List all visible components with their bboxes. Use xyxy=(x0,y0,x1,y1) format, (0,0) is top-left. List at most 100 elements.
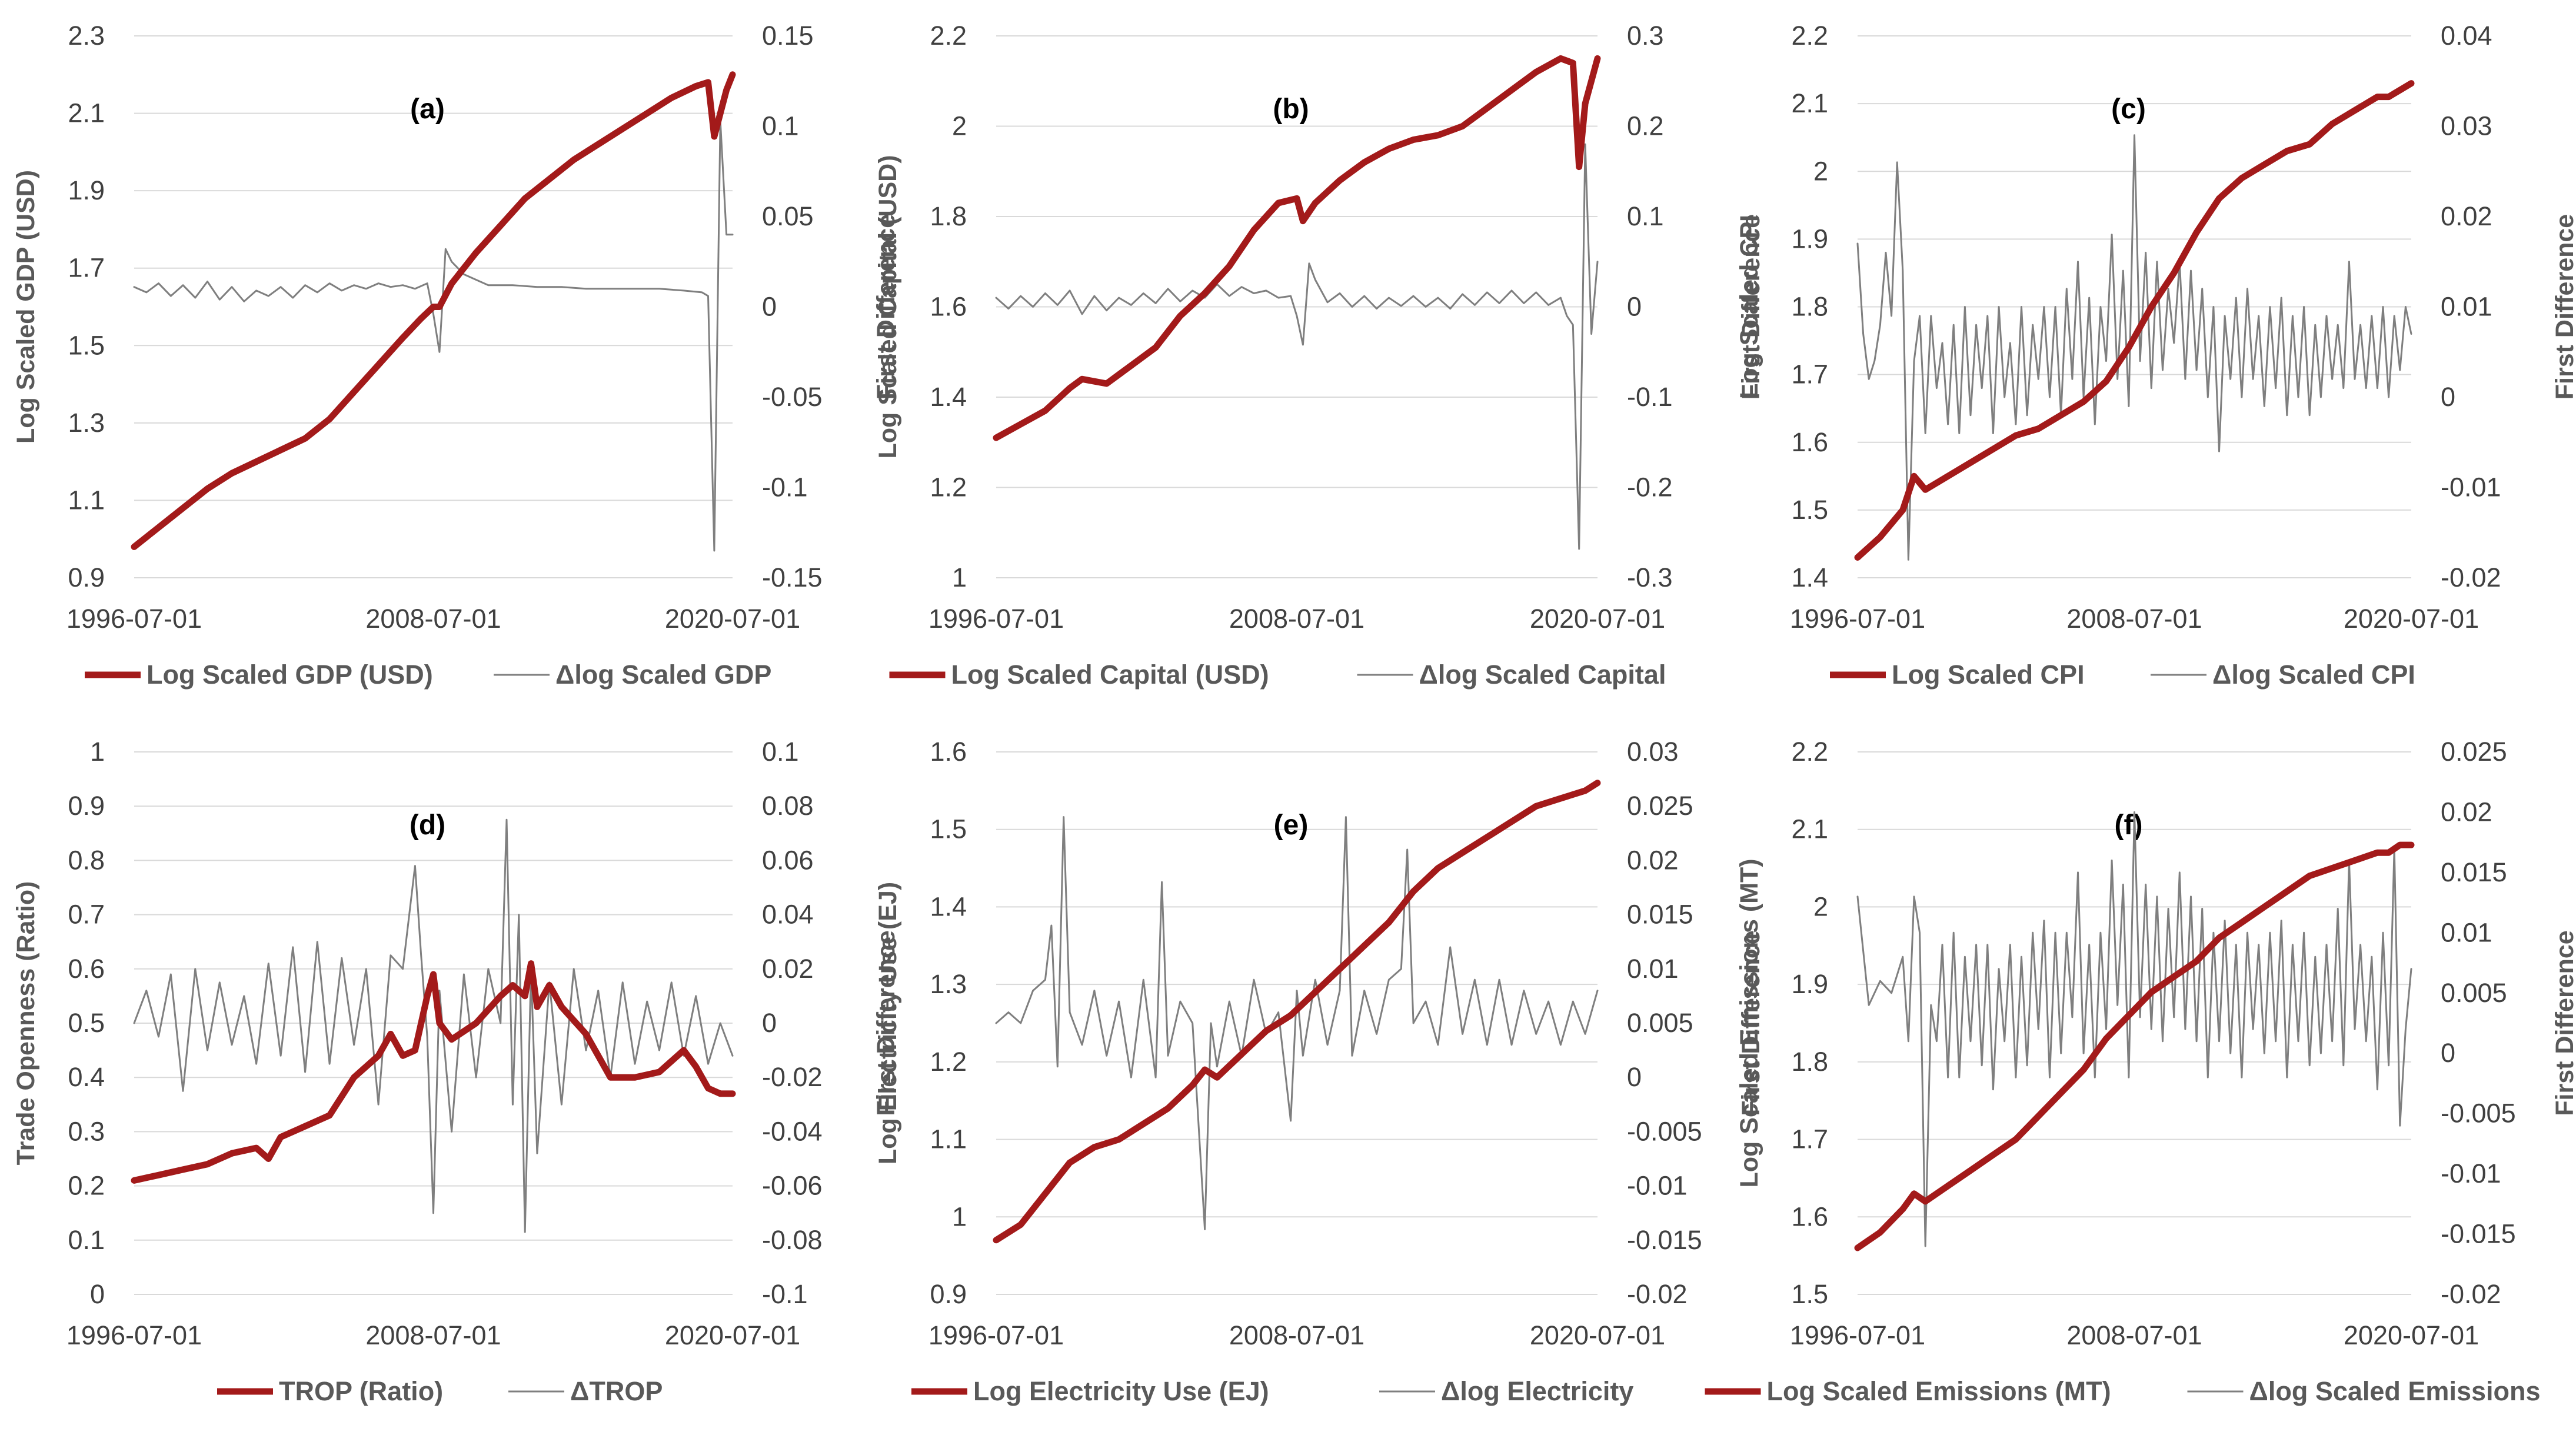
y-right-tick-label: -0.015 xyxy=(1627,1225,1702,1255)
y-right-tick-label: 0 xyxy=(2441,1038,2455,1068)
panel-f: 1.5 1.6 1.7 1.8 1.9 2 2.1 2.2 -0.02 -0.015 -0.01 -0… xyxy=(1705,737,2576,1406)
y-left-tick-label: 1.3 xyxy=(68,408,105,438)
panel-d: 0 0.1 0.2 0.3 0.4 0.5 0.6 0.7 0.8 0.9 1 -0.1 -0.08 -0… xyxy=(12,737,900,1406)
y-right-tick-label: 0.005 xyxy=(1627,1008,1693,1038)
y-right-tick-label: 0 xyxy=(1627,292,1642,322)
y-left-tick-label: 0.8 xyxy=(68,845,105,875)
series-line-level xyxy=(993,780,1601,1244)
x-tick-label: 1996-07-01 xyxy=(928,604,1064,634)
y-right-tick-label: -0.005 xyxy=(2441,1098,2516,1128)
x-tick-label: 1996-07-01 xyxy=(66,604,202,634)
y-right-tick-label: -0.01 xyxy=(2441,472,2501,502)
y-left-tick-label: 1.1 xyxy=(930,1124,967,1154)
y-left-tick-label: 1.4 xyxy=(930,891,967,921)
y-right-axis-title: First Difference xyxy=(2551,930,2576,1116)
x-tick-label: 2020-07-01 xyxy=(665,604,800,634)
panel-b: 1 1.2 1.4 1.6 1.8 2 2.2 -0.3 -0.2 -0.1 0 0.1 0.2 0.3 1… xyxy=(874,21,1765,690)
y-right-tick-label: 0.01 xyxy=(2441,292,2492,322)
y-right-tick-label: 0.15 xyxy=(762,21,814,51)
y-right-tick-label: 0.02 xyxy=(1627,845,1679,875)
legend-label-level: Log Electricity Use (EJ) xyxy=(973,1376,1269,1406)
y-right-tick-label: 0 xyxy=(2441,382,2455,412)
x-tick-label: 2008-07-01 xyxy=(1229,604,1364,634)
x-tick-label: 2020-07-01 xyxy=(2344,604,2479,634)
y-left-tick-label: 1.8 xyxy=(930,201,967,231)
y-left-tick-label: 0.3 xyxy=(68,1116,105,1146)
y-right-tick-label: 0 xyxy=(762,1008,777,1038)
y-left-tick-label: 1.6 xyxy=(930,737,967,767)
legend-label-level: Log Scaled Capital (USD) xyxy=(951,660,1269,690)
y-left-axis-title: Log Scaled Capital (USD) xyxy=(874,155,902,458)
y-left-tick-label: 2.1 xyxy=(1791,814,1828,844)
y-right-tick-label: 0.2 xyxy=(1627,111,1664,141)
x-tick-label: 2020-07-01 xyxy=(665,1320,800,1350)
y-left-tick-label: 0.4 xyxy=(68,1062,105,1092)
y-right-tick-label: 0.04 xyxy=(2441,21,2492,51)
panel-label: (a) xyxy=(410,94,445,125)
legend-label-level: TROP (Ratio) xyxy=(279,1376,443,1406)
y-left-tick-label: 1.9 xyxy=(1791,224,1828,254)
y-right-tick-label: -0.08 xyxy=(762,1225,823,1255)
y-left-tick-label: 1.7 xyxy=(68,253,105,283)
series-line-level xyxy=(1854,841,2415,1251)
y-right-tick-label: -0.1 xyxy=(1627,382,1673,412)
y-left-tick-label: 1.5 xyxy=(1791,495,1828,525)
panel-label: (b) xyxy=(1273,94,1309,125)
y-right-tick-label: 0.05 xyxy=(762,201,814,231)
panel-e: 0.9 1 1.1 1.2 1.3 1.4 1.5 1.6 -0.02 -0.015 -0.01 -0… xyxy=(874,737,1765,1406)
y-left-tick-label: 2.1 xyxy=(68,98,105,128)
y-left-tick-label: 1.6 xyxy=(930,292,967,322)
y-left-axis-title: Log Scaled CPI xyxy=(1735,215,1763,399)
legend-label-level: Log Scaled Emissions (MT) xyxy=(1767,1376,2111,1406)
y-left-tick-label: 0.9 xyxy=(930,1279,967,1309)
legend-label-first-difference: Δlog Scaled CPI xyxy=(2212,660,2415,690)
x-tick-label: 2020-07-01 xyxy=(1530,1320,1665,1350)
x-tick-label: 1996-07-01 xyxy=(1790,1320,1925,1350)
y-right-tick-label: 0.02 xyxy=(762,954,814,984)
y-left-tick-label: 0.2 xyxy=(68,1171,105,1201)
series-line-first-difference xyxy=(133,818,734,1233)
x-tick-label: 2020-07-01 xyxy=(2344,1320,2479,1350)
y-right-tick-label: 0.005 xyxy=(2441,978,2507,1008)
y-left-tick-label: 1.4 xyxy=(930,382,967,412)
y-left-tick-label: 0 xyxy=(90,1279,105,1309)
y-left-tick-label: 2 xyxy=(1813,891,1828,921)
y-right-tick-label: -0.05 xyxy=(762,382,823,412)
y-left-tick-label: 0.9 xyxy=(68,791,105,821)
y-left-tick-label: 1.4 xyxy=(1791,562,1828,592)
y-left-tick-label: 2 xyxy=(1813,156,1828,186)
legend-label-first-difference: Δlog Scaled GDP xyxy=(555,660,771,690)
y-left-tick-label: 1 xyxy=(952,562,967,592)
y-right-tick-label: -0.04 xyxy=(762,1116,823,1146)
panel-label: (d) xyxy=(410,810,445,841)
y-right-tick-label: 0.1 xyxy=(1627,201,1664,231)
series-line-first-difference xyxy=(995,143,1599,550)
y-left-tick-label: 1.2 xyxy=(930,472,967,502)
legend-label-first-difference: Δlog Scaled Capital xyxy=(1419,660,1666,690)
x-tick-label: 1996-07-01 xyxy=(66,1320,202,1350)
y-left-tick-label: 2 xyxy=(952,111,967,141)
y-right-tick-label: 0 xyxy=(1627,1062,1642,1092)
y-left-tick-label: 0.5 xyxy=(68,1008,105,1038)
series-line-level xyxy=(131,960,736,1184)
y-right-axis-title: First Difference xyxy=(1737,930,1765,1116)
panel-c: 1.4 1.5 1.6 1.7 1.8 1.9 2 2.1 2.2 -0.02 -0.01 0 0.01… xyxy=(1735,21,2576,690)
y-right-tick-label: -0.02 xyxy=(2441,1279,2501,1309)
x-tick-label: 2020-07-01 xyxy=(1530,604,1665,634)
y-left-tick-label: 2.1 xyxy=(1791,88,1828,118)
y-left-tick-label: 0.6 xyxy=(68,954,105,984)
y-left-tick-label: 2.3 xyxy=(68,21,105,51)
y-left-tick-label: 0.9 xyxy=(68,562,105,592)
y-right-axis-title: First Difference xyxy=(872,930,900,1116)
y-right-tick-label: -0.3 xyxy=(1627,562,1673,592)
y-left-tick-label: 2.2 xyxy=(1791,737,1828,767)
y-right-tick-label: 0.1 xyxy=(762,111,799,141)
x-tick-label: 1996-07-01 xyxy=(1790,604,1925,634)
y-left-tick-label: 1.6 xyxy=(1791,1201,1828,1231)
series-line-first-difference xyxy=(995,816,1599,1230)
y-left-axis-title: Log Electricity Use (EJ) xyxy=(874,882,902,1164)
y-left-axis-title: Trade Openness (Ratio) xyxy=(12,881,40,1166)
y-left-tick-label: 2.2 xyxy=(1791,21,1828,51)
x-tick-label: 2008-07-01 xyxy=(365,604,501,634)
